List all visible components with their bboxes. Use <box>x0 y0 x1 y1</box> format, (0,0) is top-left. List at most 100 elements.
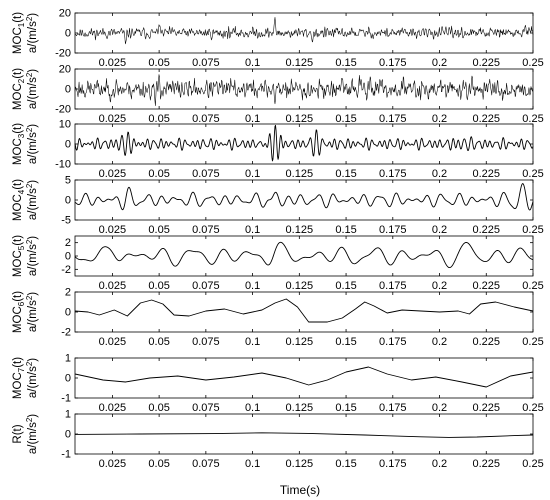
x-tick-label: 0.225 <box>472 280 500 292</box>
x-tick-label: 0.175 <box>379 280 407 292</box>
x-tick-label: 0.25 <box>522 224 543 236</box>
x-tick-label: 0.1 <box>245 168 260 180</box>
series-line <box>74 241 534 269</box>
y-axis-label-name: MOC1(t) <box>12 12 26 54</box>
x-tick-label: 0.175 <box>379 168 407 180</box>
x-tick-label: 0.25 <box>522 336 543 348</box>
y-tick-label: 0 <box>65 84 71 96</box>
x-tick-label: 0.125 <box>286 458 314 470</box>
x-tick-label: 0.225 <box>472 458 500 470</box>
y-axis-label-name: MOC4(t) <box>12 179 26 221</box>
plot-frame <box>74 291 534 333</box>
series-line <box>74 17 534 45</box>
y-axis-label-unit: a/(m/s2) <box>25 124 39 164</box>
y-axis-label-unit: a/(m/s2) <box>25 414 39 454</box>
x-tick-label: 0.075 <box>192 280 220 292</box>
x-tick-label: 0.15 <box>335 168 356 180</box>
x-tick-label: 0.125 <box>286 224 314 236</box>
subplot-7: 1 0 -1 0.025 0.05 0.075 0.1 0.125 0.15 0.175 0.2 0.… <box>12 353 544 415</box>
subplot-1: 20 0 -20 0.025 0.05 0.075 0.1 0.125 0.15 0.175 0.2… <box>12 8 544 70</box>
x-tick-label: 0.05 <box>148 336 169 348</box>
x-tick-label: 0.075 <box>192 224 220 236</box>
y-tick-label: -2 <box>61 327 71 339</box>
x-tick-label: 0.175 <box>379 458 407 470</box>
y-tick-label: -20 <box>55 48 71 60</box>
x-tick-label: 0.2 <box>432 168 447 180</box>
x-tick-label: 0.025 <box>99 224 127 236</box>
x-tick-label: 0.25 <box>522 458 543 470</box>
x-tick-label: 0.025 <box>99 57 127 69</box>
x-tick-label: 0.025 <box>99 458 127 470</box>
series-line <box>74 298 534 323</box>
x-tick-label: 0.1 <box>245 224 260 236</box>
y-axis-label-unit: a/(m/s2) <box>25 292 39 332</box>
x-tick-label: 0.05 <box>148 458 169 470</box>
subplot-5: 2 0-2 0.025 0.05 0.075 0.1 0.125 0.15 0.175 0.2 0.… <box>12 235 544 292</box>
y-axis-label-unit: a/(m/s2) <box>25 69 39 109</box>
x-tick-label: 0.1 <box>245 458 260 470</box>
x-axis-label: Time(s) <box>280 483 320 497</box>
y-tick-label: 0 <box>65 307 71 319</box>
y-tick-label: 1 <box>65 409 71 421</box>
y-tick-label: 0 <box>65 195 71 207</box>
y-axis-label-unit: a/(m/s2) <box>25 13 39 53</box>
x-tick-label: 0.2 <box>432 224 447 236</box>
x-tick-label: 0.1 <box>245 113 260 125</box>
x-tick-label: 0.2 <box>432 458 447 470</box>
y-tick-label: 0 <box>65 251 71 263</box>
x-tick-label: 0.025 <box>99 113 127 125</box>
x-tick-label: 0.15 <box>335 336 356 348</box>
x-tick-label: 0.225 <box>472 57 500 69</box>
y-tick-label: 0 <box>65 373 71 385</box>
x-tick-label: 0.075 <box>192 402 220 414</box>
x-tick-label: 0.025 <box>99 402 127 414</box>
x-tick-label: 0.25 <box>522 402 543 414</box>
x-tick-label: 0.15 <box>335 402 356 414</box>
x-tick-label: 0.225 <box>472 402 500 414</box>
x-tick-label: 0.025 <box>99 336 127 348</box>
subplot-2: 20 0 -20 0.025 0.05 0.075 0.1 0.125 0.15 0.175 0.2… <box>12 64 544 126</box>
x-tick-label: 0.05 <box>148 113 169 125</box>
y-tick-label: -20 <box>55 104 71 116</box>
x-tick-label: 0.05 <box>148 168 169 180</box>
y-axis-label-unit: a/(m/s2) <box>25 358 39 398</box>
y-tick-label: -5 <box>61 215 71 227</box>
y-axis-label-unit: a/(m/s2) <box>25 236 39 276</box>
x-tick-label: 0.25 <box>522 168 543 180</box>
series-line <box>74 124 534 162</box>
plot-frame <box>74 357 534 399</box>
x-tick-label: 0.05 <box>148 57 169 69</box>
x-tick-label: 0.2 <box>432 113 447 125</box>
x-tick-label: 0.2 <box>432 336 447 348</box>
x-tick-label: 0.175 <box>379 224 407 236</box>
x-tick-label: 0.025 <box>99 168 127 180</box>
y-tick-label: 2 <box>65 237 71 249</box>
y-axis-label-unit: a/(m/s2) <box>25 180 39 220</box>
x-tick-label: 0.1 <box>245 57 260 69</box>
x-tick-label: 0.2 <box>432 280 447 292</box>
x-tick-label: 0.15 <box>335 57 356 69</box>
x-tick-label: 0.15 <box>335 280 356 292</box>
x-tick-label: 0.05 <box>148 280 169 292</box>
x-tick-label: 0.075 <box>192 336 220 348</box>
x-tick-label: 0.15 <box>335 113 356 125</box>
plot-frame <box>74 235 534 277</box>
x-tick-label: 0.25 <box>522 57 543 69</box>
y-tick-label: -1 <box>61 449 71 461</box>
x-tick-label: 0.075 <box>192 57 220 69</box>
y-tick-label: 5 <box>65 175 71 187</box>
x-tick-label: 0.05 <box>148 402 169 414</box>
y-tick-label: -2 <box>61 264 71 276</box>
series-line <box>74 366 534 388</box>
x-tick-label: 0.1 <box>245 402 260 414</box>
y-tick-label: 0 <box>65 139 71 151</box>
x-tick-label: 0.15 <box>335 458 356 470</box>
y-axis-label-name: R(t) <box>12 424 24 443</box>
y-axis-label-name: MOC3(t) <box>12 123 26 165</box>
x-tick-label: 0.225 <box>472 336 500 348</box>
y-tick-label: 1 <box>65 353 71 365</box>
x-tick-label: 0.175 <box>379 57 407 69</box>
x-tick-label: 0.175 <box>379 336 407 348</box>
x-tick-label: 0.25 <box>522 113 543 125</box>
